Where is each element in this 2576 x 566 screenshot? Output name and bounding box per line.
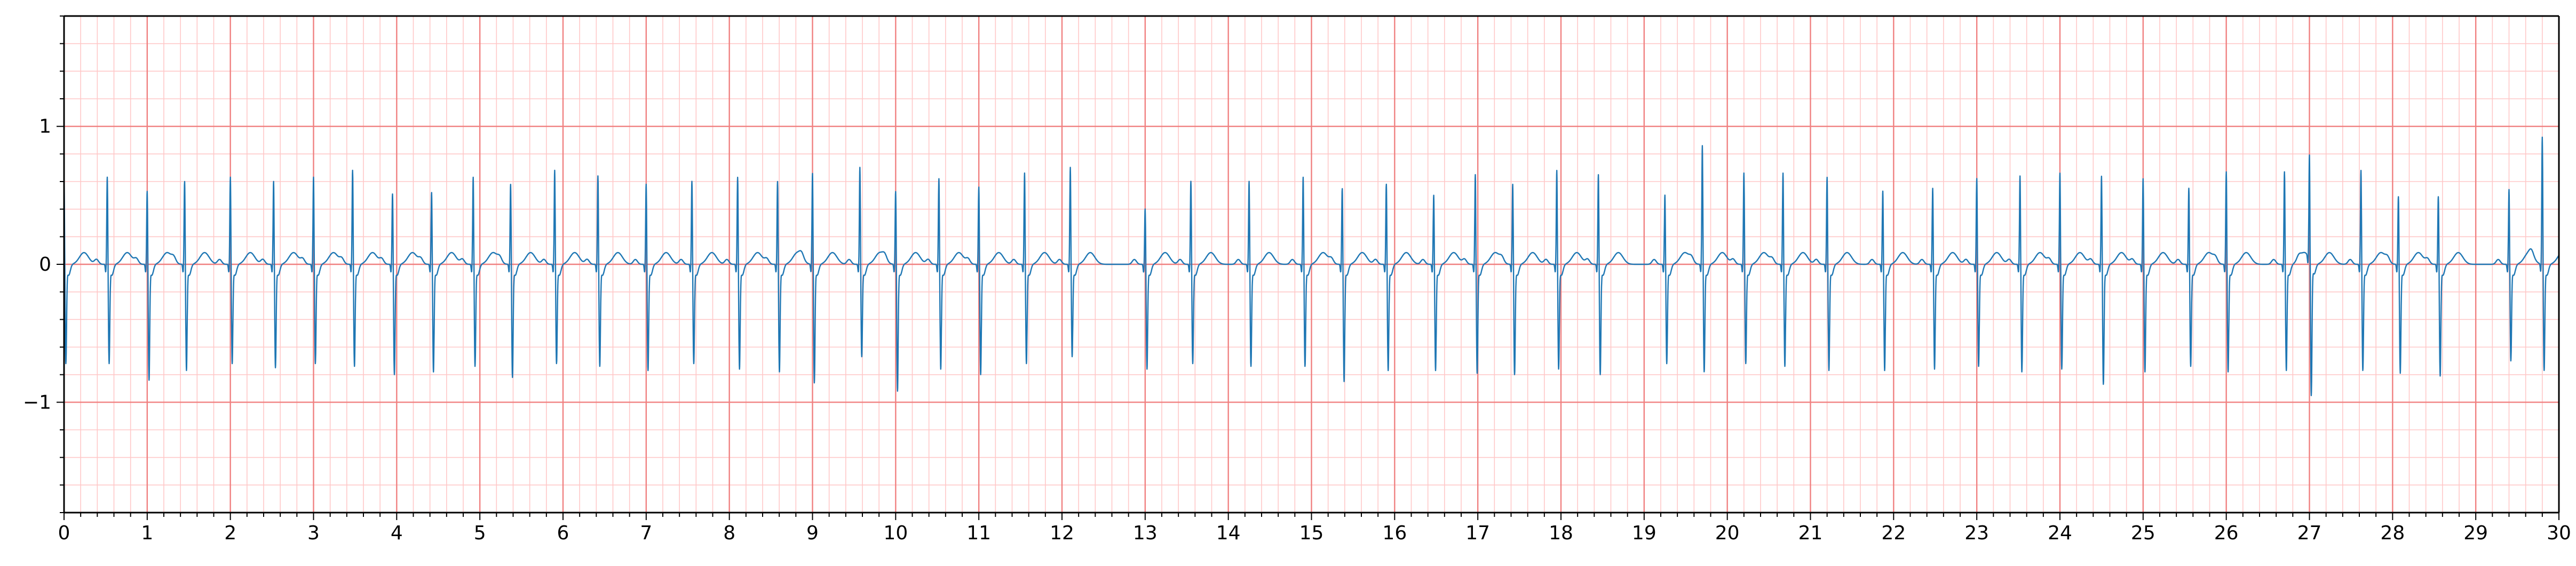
y-tick-label: 0	[39, 254, 51, 276]
x-tick-label: 19	[1632, 522, 1656, 544]
x-tick-label: 29	[2463, 522, 2488, 544]
x-tick-label: 18	[1549, 522, 1573, 544]
x-tick-label: 3	[307, 522, 320, 544]
y-tick-label: 1	[39, 116, 51, 138]
x-tick-label: 22	[1881, 522, 1906, 544]
x-tick-label: 4	[391, 522, 403, 544]
x-tick-label: 13	[1133, 522, 1158, 544]
x-tick-label: 15	[1299, 522, 1324, 544]
x-axis-ticks: 0 1 2 3 4 5 6 7 8 9 10 11 12 13 14 15 16 17 18 19 20 21 22 23 24…	[58, 513, 2571, 544]
x-tick-label: 7	[640, 522, 652, 544]
x-tick-label: 2	[224, 522, 236, 544]
x-tick-label: 16	[1382, 522, 1407, 544]
x-tick-label: 8	[723, 522, 735, 544]
x-tick-label: 12	[1050, 522, 1074, 544]
ecg-trace-layer	[63, 136, 2560, 396]
x-tick-label: 27	[2297, 522, 2322, 544]
x-tick-label: 17	[1465, 522, 1490, 544]
x-tick-label: 24	[2048, 522, 2072, 544]
ecg-trace-line	[63, 136, 2560, 396]
x-tick-label: 23	[1964, 522, 1989, 544]
x-tick-label: 26	[2214, 522, 2239, 544]
x-tick-label: 1	[141, 522, 153, 544]
x-tick-label: 9	[806, 522, 819, 544]
x-tick-label: 10	[883, 522, 908, 544]
x-tick-label: 11	[966, 522, 991, 544]
x-tick-label: 6	[557, 522, 569, 544]
x-tick-label: 20	[1715, 522, 1740, 544]
x-tick-label: 25	[2131, 522, 2155, 544]
x-tick-label: 21	[1798, 522, 1823, 544]
x-tick-label: 30	[2547, 522, 2571, 544]
x-tick-label: 0	[58, 522, 70, 544]
y-axis-ticks: 1 0 −1	[23, 15, 64, 513]
y-tick-label: −1	[23, 391, 51, 413]
x-tick-label: 14	[1216, 522, 1241, 544]
x-tick-label: 5	[474, 522, 486, 544]
x-tick-label: 28	[2380, 522, 2405, 544]
